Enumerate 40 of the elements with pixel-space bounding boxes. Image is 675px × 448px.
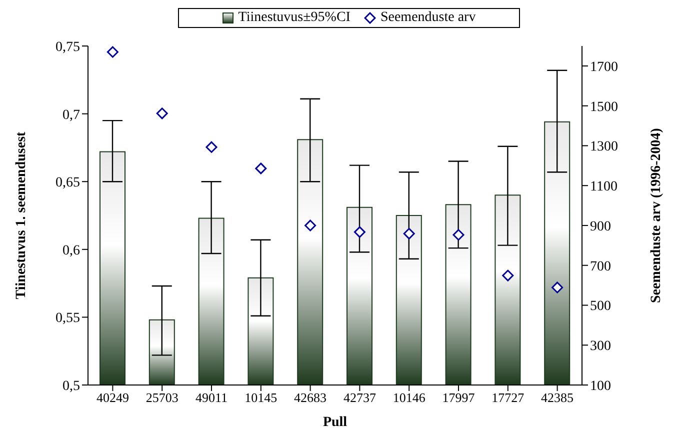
- y-tick-label: 0,55: [56, 311, 80, 326]
- x-tick-label: 25703: [146, 390, 178, 406]
- point: [255, 162, 267, 174]
- x-axis-title: Pull: [322, 415, 348, 430]
- legend-label: Seemenduste arv: [380, 9, 476, 27]
- point: [106, 46, 118, 58]
- y2-tick-label: 700: [590, 259, 611, 274]
- point: [354, 226, 366, 238]
- x-tick-label: 42683: [294, 390, 327, 406]
- y2-tick-label: 1300: [590, 140, 618, 155]
- point: [304, 220, 316, 232]
- x-tick-label: 10145: [244, 390, 278, 406]
- x-tick-label: 42385: [541, 390, 574, 406]
- y2-tick-label: 900: [590, 219, 611, 234]
- x-tick-label: 10146: [392, 390, 426, 406]
- y-tick-label: 0,5: [62, 378, 80, 394]
- y-axis-title: Tiinestuvus 1. seemendusest: [14, 131, 29, 300]
- y-tick-label: 0,6: [62, 243, 80, 258]
- x-tick-label: 42737: [343, 390, 376, 406]
- y2-axis-title: Seemenduste arv (1996-2004): [648, 128, 664, 303]
- point: [452, 229, 464, 241]
- y2-tick-label: 1700: [590, 60, 618, 75]
- point: [403, 228, 415, 240]
- y2-tick-label: 300: [590, 339, 611, 354]
- y2-tick-label: 1100: [590, 180, 618, 195]
- y-tick-label: 0,65: [56, 176, 80, 191]
- point: [206, 141, 218, 153]
- point: [502, 270, 514, 282]
- x-tick-label: 17997: [442, 390, 476, 406]
- y2-tick-label: 500: [590, 299, 611, 314]
- y2-tick-label: 1500: [590, 100, 618, 115]
- point: [156, 108, 168, 120]
- legend-label: Tiinestuvus±95%CI: [238, 9, 350, 27]
- x-tick-label: 17727: [492, 390, 525, 406]
- x-tick-label: 49011: [195, 390, 228, 406]
- y-tick-label: 0,7: [62, 108, 80, 123]
- point: [552, 282, 564, 294]
- x-tick-label: 40249: [96, 390, 129, 406]
- y-tick-label: 0,75: [56, 40, 80, 55]
- y2-tick-label: 100: [590, 378, 611, 394]
